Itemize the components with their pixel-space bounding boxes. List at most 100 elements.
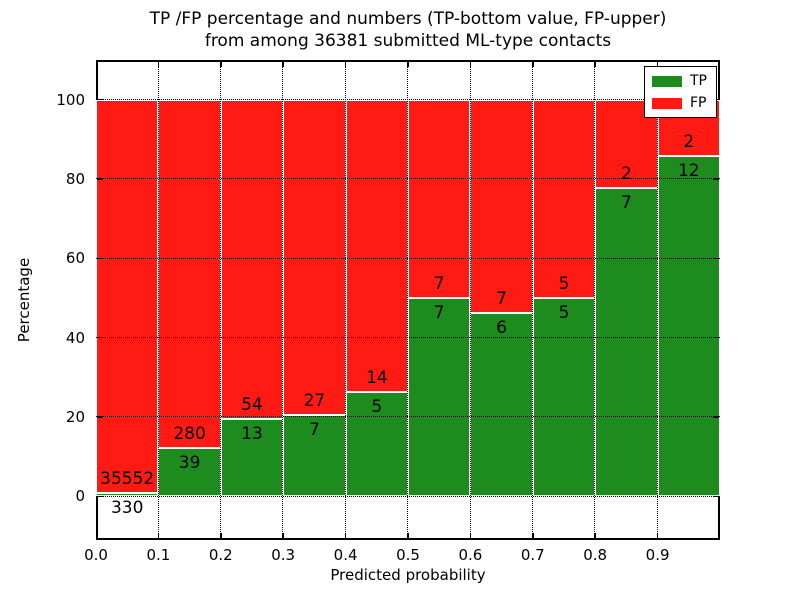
bar-tp-segment xyxy=(532,298,596,497)
chart-title: TP /FP percentage and numbers (TP-bottom… xyxy=(96,8,720,52)
v-gridline xyxy=(157,60,159,540)
bar-fp-segment xyxy=(158,99,221,448)
y-tick-mark xyxy=(97,416,103,418)
bar-tp-segment xyxy=(158,447,221,497)
v-gridline xyxy=(594,60,596,540)
x-tick-label: 0.2 xyxy=(208,546,233,564)
fp-count-label: 280 xyxy=(173,423,206,444)
x-tick-label: 0.0 xyxy=(84,546,108,564)
x-tick-mark xyxy=(220,61,222,67)
tp-count-label: 5 xyxy=(558,303,570,324)
bar-fp-segment xyxy=(408,99,471,298)
y-tick-label: 20 xyxy=(65,408,85,427)
bar-tp-segment xyxy=(408,298,471,497)
legend-label-fp: FP xyxy=(690,95,707,111)
x-tick-mark xyxy=(157,533,160,539)
x-tick-label: 0.9 xyxy=(645,546,670,564)
legend-item-fp: FP xyxy=(652,95,708,111)
tp-count-label: 6 xyxy=(496,318,507,339)
y-tick-mark xyxy=(97,257,103,260)
fp-count-label: 27 xyxy=(303,390,326,411)
fp-count-label: 7 xyxy=(496,289,507,310)
bar-fp-segment xyxy=(96,99,159,493)
v-gridline xyxy=(344,60,346,540)
y-tick-mark xyxy=(97,178,103,180)
fp-count-label: 7 xyxy=(433,274,445,295)
bar-fp-segment xyxy=(345,99,408,392)
y-tick-mark xyxy=(97,98,103,101)
v-gridline xyxy=(282,60,284,540)
tp-count-label: 13 xyxy=(241,424,263,445)
x-tick-mark xyxy=(532,533,534,539)
y-tick-label: 0 xyxy=(75,487,85,506)
x-tick-label: 0.7 xyxy=(520,546,545,564)
x-tick-label: 0.6 xyxy=(458,546,483,564)
tp-count-label: 12 xyxy=(677,161,700,182)
x-tick-label: 0.8 xyxy=(583,546,608,564)
tp-count-label: 7 xyxy=(433,303,445,324)
fp-count-label: 2 xyxy=(620,163,632,184)
tp-count-label: 7 xyxy=(620,192,632,213)
tp-count-label: 39 xyxy=(178,452,201,473)
x-tick-mark xyxy=(594,61,596,67)
y-tick-label: 40 xyxy=(65,328,85,347)
bar-tp-segment xyxy=(283,414,346,497)
x-tick-label: 0.1 xyxy=(146,546,171,564)
y-tick-mark xyxy=(97,495,103,498)
bar-tp-segment xyxy=(595,187,658,497)
y-tick-label: 80 xyxy=(65,170,85,188)
y-tick-mark xyxy=(713,257,719,260)
x-tick-mark xyxy=(469,61,472,67)
x-tick-mark xyxy=(469,533,472,539)
x-tick-mark xyxy=(344,533,347,539)
x-axis-label: Predicted probability xyxy=(330,566,486,584)
tp-count-label: 330 xyxy=(110,497,144,518)
x-tick-mark xyxy=(282,533,284,539)
y-tick-label: 100 xyxy=(56,90,85,109)
x-tick-label: 0.4 xyxy=(333,546,358,564)
bar-fp-segment xyxy=(470,99,533,314)
x-tick-mark xyxy=(656,533,659,539)
legend: TP FP xyxy=(644,66,717,118)
bar-fp-segment xyxy=(532,99,596,298)
x-tick-mark xyxy=(282,61,284,67)
x-tick-mark xyxy=(407,533,409,539)
x-tick-mark xyxy=(594,533,596,539)
y-tick-mark xyxy=(97,336,103,339)
bar-tp-segment xyxy=(345,391,408,497)
legend-label-tp: TP xyxy=(690,73,707,89)
fp-count-label: 5 xyxy=(558,274,570,295)
y-tick-mark xyxy=(713,416,719,418)
bar-fp-segment xyxy=(283,99,346,415)
v-gridline xyxy=(220,60,222,540)
x-tick-mark xyxy=(157,61,160,67)
tp-count-label: 5 xyxy=(371,396,383,417)
x-tick-label: 0.3 xyxy=(271,546,296,564)
fp-count-label: 2 xyxy=(683,132,695,153)
y-tick-mark xyxy=(713,336,719,339)
x-tick-mark xyxy=(532,61,534,67)
v-gridline xyxy=(532,60,534,540)
chart-title-line2: from among 36381 submitted ML-type conta… xyxy=(204,31,612,51)
x-tick-mark xyxy=(407,61,409,67)
fp-count-label: 35552 xyxy=(100,468,155,489)
v-gridline xyxy=(656,60,658,540)
v-gridline xyxy=(469,60,471,540)
y-tick-label: 60 xyxy=(65,249,85,268)
bar-tp-segment xyxy=(657,156,720,497)
x-tick-mark xyxy=(344,61,347,67)
fp-count-label: 14 xyxy=(365,367,388,388)
legend-item-tp: TP xyxy=(652,73,708,89)
fp-count-label: 54 xyxy=(241,395,263,416)
legend-swatch-fp-icon xyxy=(652,97,682,109)
bar-tp-segment xyxy=(470,313,533,497)
x-tick-mark xyxy=(220,533,222,539)
x-tick-label: 0.5 xyxy=(396,546,420,564)
v-gridline xyxy=(407,60,409,540)
bar-fp-segment xyxy=(220,99,284,420)
y-tick-mark xyxy=(713,178,719,180)
chart-title-line1: TP /FP percentage and numbers (TP-bottom… xyxy=(149,9,667,29)
tp-count-label: 7 xyxy=(308,419,320,440)
x-tick-mark xyxy=(656,61,659,67)
